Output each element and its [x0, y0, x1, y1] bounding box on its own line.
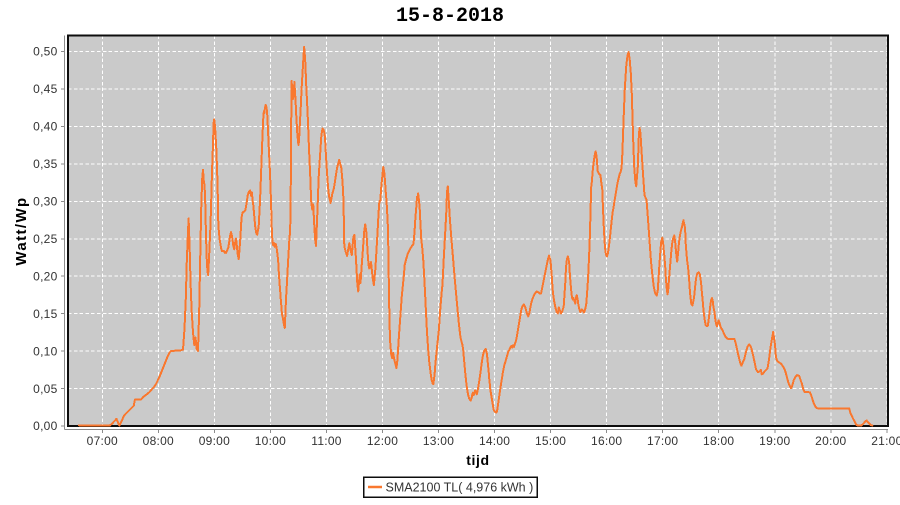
svg-text:09:00: 09:00 [199, 434, 230, 448]
svg-text:19:00: 19:00 [759, 434, 790, 448]
svg-text:08:00: 08:00 [143, 434, 174, 448]
svg-text:0,20: 0,20 [33, 269, 57, 283]
svg-text:10:00: 10:00 [255, 434, 286, 448]
svg-text:18:00: 18:00 [703, 434, 734, 448]
svg-text:tijd: tijd [466, 452, 489, 468]
svg-text:15-8-2018: 15-8-2018 [396, 5, 504, 28]
svg-text:Watt/Wp: Watt/Wp [13, 196, 30, 265]
svg-text:20:00: 20:00 [815, 434, 846, 448]
svg-text:0,10: 0,10 [33, 344, 57, 358]
svg-text:SMA2100 TL( 4,976 kWh ): SMA2100 TL( 4,976 kWh ) [386, 481, 534, 495]
svg-text:0,05: 0,05 [33, 382, 57, 396]
svg-text:0,45: 0,45 [33, 82, 57, 96]
svg-text:16:00: 16:00 [591, 434, 622, 448]
svg-text:0,30: 0,30 [33, 195, 57, 209]
svg-text:12:00: 12:00 [367, 434, 398, 448]
svg-text:17:00: 17:00 [647, 434, 678, 448]
svg-text:14:00: 14:00 [479, 434, 510, 448]
svg-text:13:00: 13:00 [423, 434, 454, 448]
svg-text:11:00: 11:00 [311, 434, 341, 448]
svg-text:15:00: 15:00 [535, 434, 566, 448]
svg-text:0,40: 0,40 [33, 120, 57, 134]
svg-text:0,25: 0,25 [33, 232, 57, 246]
svg-text:21:00: 21:00 [871, 434, 900, 448]
svg-text:0,00: 0,00 [33, 419, 57, 433]
svg-text:0,50: 0,50 [33, 45, 57, 59]
svg-text:0,35: 0,35 [33, 157, 57, 171]
svg-text:07:00: 07:00 [87, 434, 118, 448]
svg-text:0,15: 0,15 [33, 307, 57, 321]
